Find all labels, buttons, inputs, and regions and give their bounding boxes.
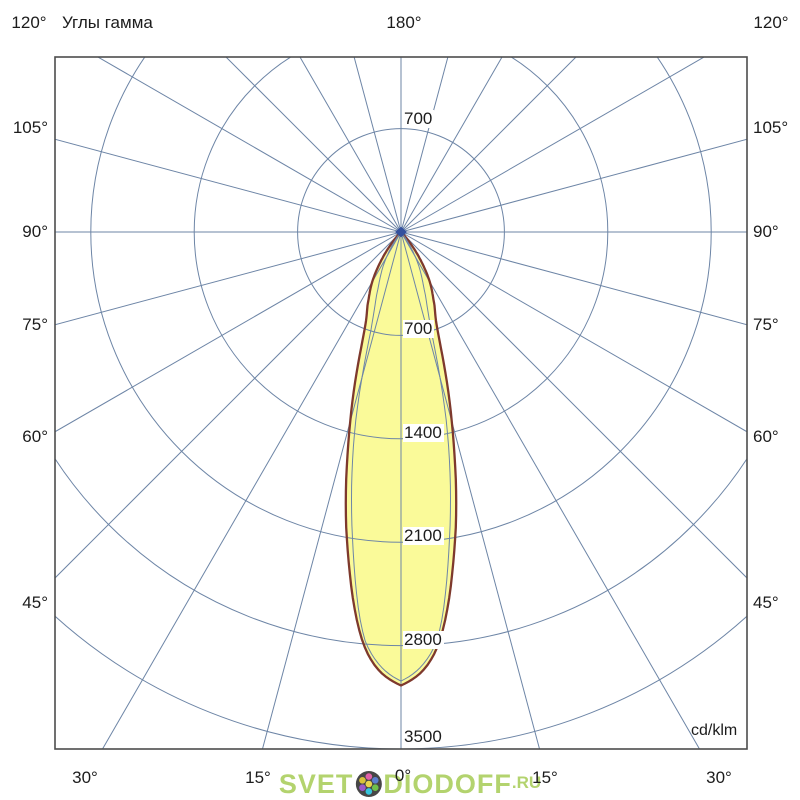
gamma-label-right-75: 75° [753, 315, 779, 334]
grid-ray [353, 57, 402, 233]
chart-title: Углы гамма [62, 13, 153, 32]
grid-ray [55, 231, 402, 433]
radial-tick-label: 700 [403, 108, 435, 128]
gamma-label-left-105: 105° [12, 118, 48, 137]
gamma-label-bottom-0: 0° [394, 766, 412, 785]
logo-dot [358, 784, 366, 791]
gamma-label-left-90: 90° [22, 222, 48, 241]
logo-dot [358, 777, 366, 784]
gamma-label-right-105: 105° [753, 118, 789, 137]
grid-ray [55, 138, 402, 233]
gamma-label-bottom-30R: 30° [706, 768, 732, 787]
c90-curve-outline [351, 231, 451, 682]
logo-dot [371, 777, 379, 784]
gamma-label-left-60: 60° [22, 427, 48, 446]
grid-ray [400, 231, 747, 433]
grid-ray [299, 57, 402, 233]
watermark-logo-icon [355, 771, 382, 797]
grid-ray [225, 57, 402, 233]
grid-ray [400, 57, 577, 233]
unit-label: cd/klm [691, 722, 738, 739]
logo-dot [371, 784, 379, 791]
center-marker [395, 226, 407, 238]
watermark: SVET DIODOFF .RU [279, 768, 541, 800]
gamma-label-left-75: 75° [22, 315, 48, 334]
grid-ray [400, 57, 503, 233]
radial-tick-label: 700 [403, 319, 435, 339]
gamma-label-top-right-120: 120° [753, 13, 789, 32]
grid-ray [400, 57, 706, 233]
grid-ray [400, 138, 747, 233]
grid-ray [55, 231, 402, 326]
logo-dot [365, 788, 372, 795]
chart-frame [54, 56, 748, 750]
grid-ray [101, 231, 402, 749]
watermark-text-ru: .RU [511, 773, 542, 792]
grid-ray [400, 231, 747, 579]
radial-tick-label: 2100 [403, 526, 444, 546]
gamma-label-left-45: 45° [22, 593, 48, 612]
watermark-text-diodoff: DIODOFF [383, 769, 512, 799]
grid-ray [400, 231, 747, 326]
grid-ray [400, 231, 541, 749]
gamma-label-top-180: 180° [386, 13, 422, 32]
gamma-label-bottom-30L: 30° [72, 768, 98, 787]
gamma-label-bottom-15L: 15° [245, 768, 271, 787]
gamma-label-bottom-15R: 15° [532, 768, 558, 787]
c0-curve-outline [344, 230, 458, 687]
gamma-label-top-left-120: 120° [11, 13, 47, 32]
grid-ray [400, 57, 449, 233]
watermark-text-svet: SVET [278, 769, 354, 799]
radial-tick-label: 2800 [403, 629, 444, 649]
gamma-label-right-45: 45° [753, 593, 779, 612]
gamma-label-right-60: 60° [753, 427, 779, 446]
radial-tick-label: 1400 [403, 422, 444, 442]
gamma-label-right-90: 90° [753, 222, 779, 241]
grid-ray [261, 231, 402, 749]
grid-ray [400, 231, 701, 749]
grid-ray [55, 231, 402, 579]
logo-dot [365, 773, 372, 780]
logo-center-dot [365, 780, 372, 788]
radial-tick-label: 3500 [403, 727, 444, 746]
grid-ray [96, 57, 402, 233]
